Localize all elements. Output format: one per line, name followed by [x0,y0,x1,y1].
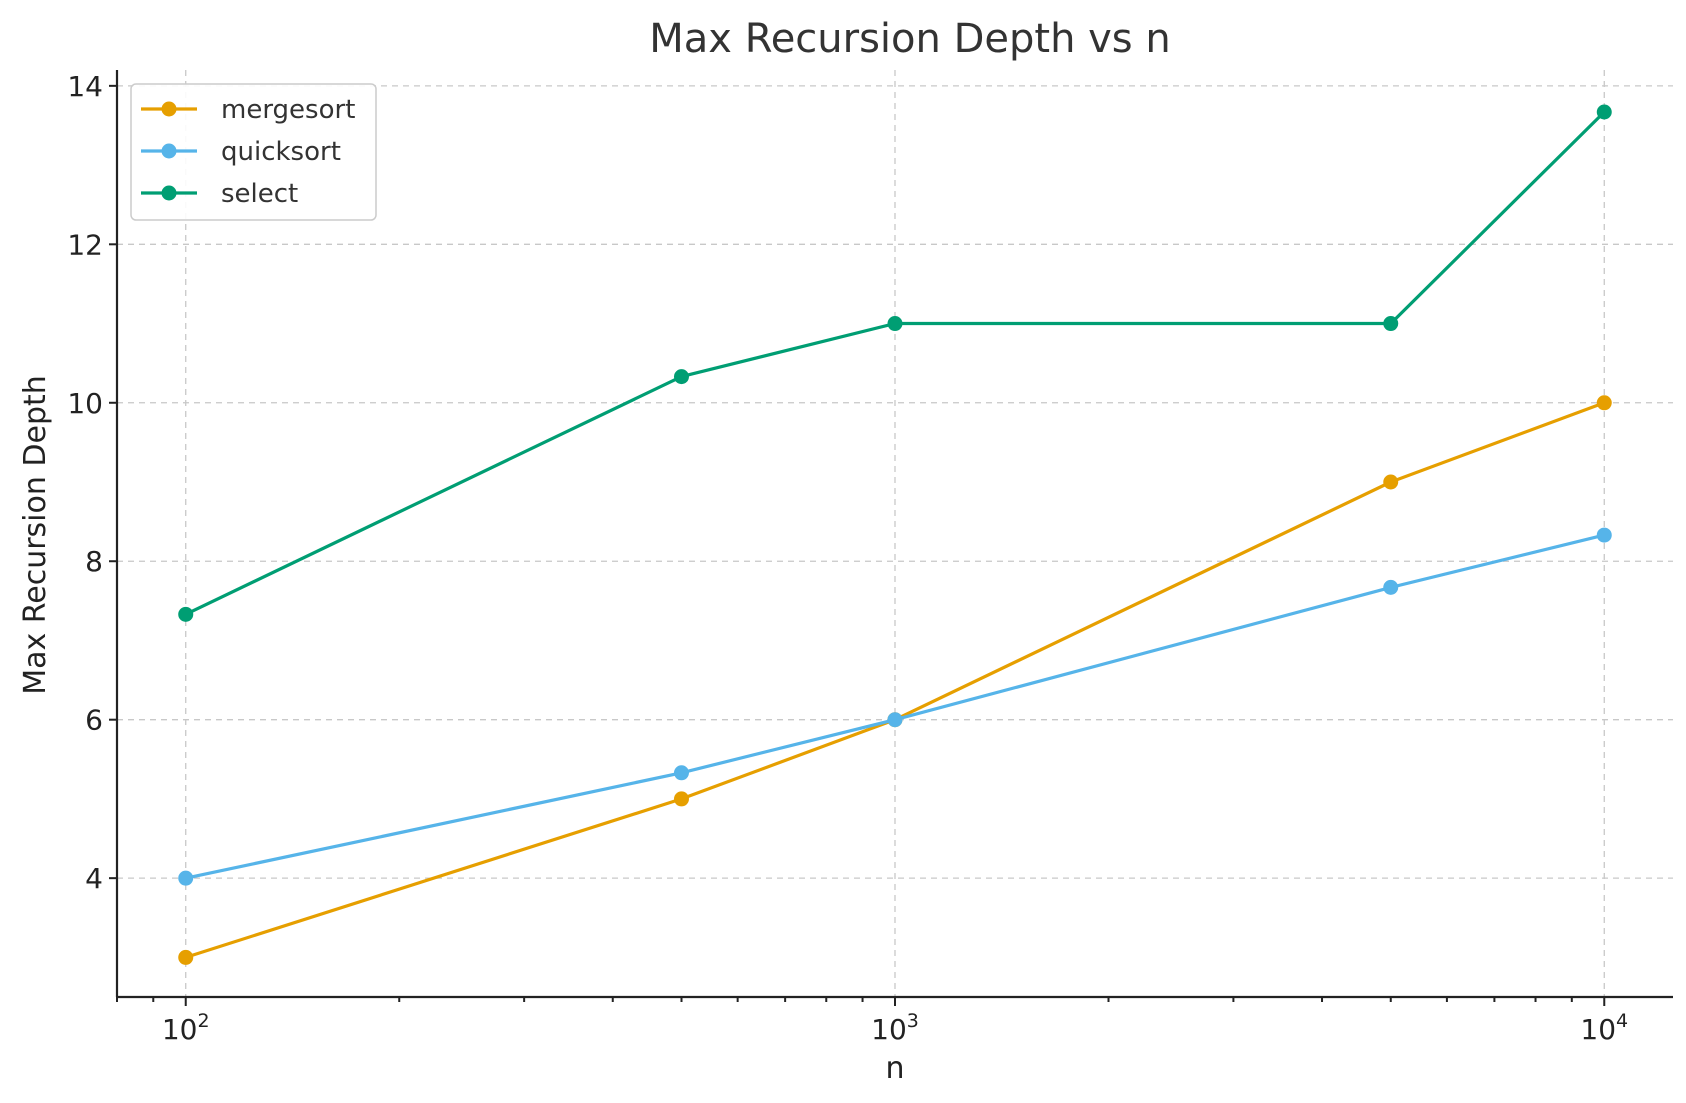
x-tick-label: 104 [1580,1010,1628,1046]
data-point-mergesort [1596,395,1612,411]
legend: mergesort quicksort select [130,83,377,221]
y-tick-label: 4 [85,862,103,895]
axes: 4 6 8 10 12 14 102 103 104 [67,70,1673,1046]
legend-swatch-marker [161,101,177,117]
series-group [178,104,1612,965]
legend-label: mergesort [221,95,355,125]
data-point-select [178,606,194,622]
data-point-mergesort [1383,474,1399,490]
y-tick-label: 14 [67,70,103,103]
legend-label: select [221,179,298,209]
legend-item-select: select [141,179,298,209]
legend-swatch-marker [161,143,177,159]
data-point-select [1383,316,1399,332]
data-point-select [887,316,903,332]
x-axis-label: n [885,1051,904,1086]
legend-box [130,83,377,221]
legend-swatch-marker [161,185,177,201]
y-tick-label: 8 [85,545,103,578]
legend-label: quicksort [221,137,341,167]
data-point-quicksort [1383,579,1399,595]
data-point-quicksort [178,870,194,886]
y-tick-label: 6 [85,704,103,737]
data-point-quicksort [673,765,689,781]
series-quicksort [178,527,1612,886]
legend-item-mergesort: mergesort [141,95,355,125]
series-select [178,104,1612,622]
data-point-select [673,369,689,385]
data-point-select [1596,104,1612,120]
legend-item-quicksort: quicksort [141,137,341,167]
data-point-quicksort [1596,527,1612,543]
x-tick-label: 102 [162,1010,210,1046]
x-tick-label: 103 [871,1010,919,1046]
chart-title: Max Recursion Depth vs n [649,16,1170,62]
data-point-mergesort [178,949,194,965]
series-line-select [185,110,1606,616]
y-axis-label: Max Recursion Depth [18,375,53,695]
data-point-quicksort [887,712,903,728]
y-tick-label: 10 [67,387,103,420]
data-point-mergesort [673,791,689,807]
y-tick-label: 12 [67,228,103,261]
